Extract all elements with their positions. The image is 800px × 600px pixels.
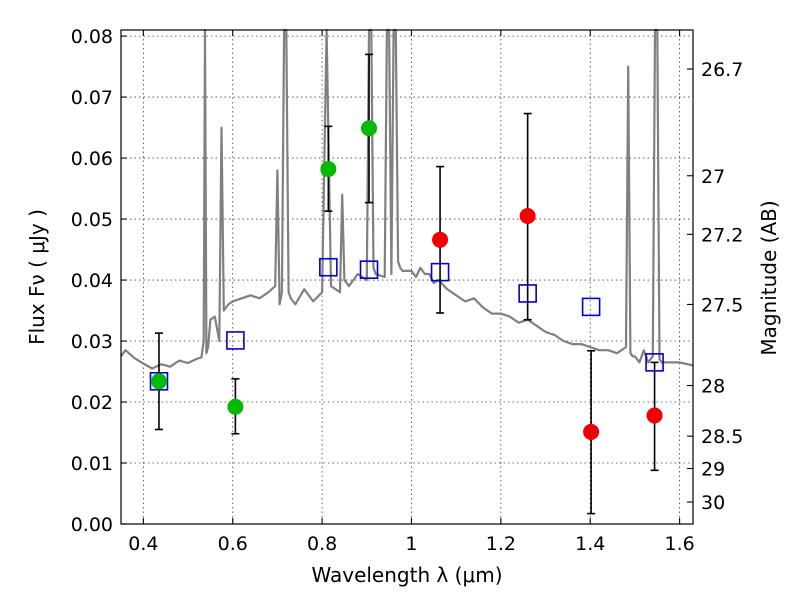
y-axis-label: Flux Fν ( μJy ) (25, 209, 49, 345)
model-point-square (226, 331, 245, 350)
red-data-point (646, 407, 663, 424)
y-tick-label: 0.01 (71, 453, 113, 475)
model-point-square (319, 257, 338, 277)
markers (149, 120, 664, 440)
x-tick-label: 1.6 (664, 533, 694, 555)
right-tick-label: 28 (701, 376, 725, 398)
x-axis-ticks: 0.4 0.6 0.8 1 1.2 1.4 1.6 (128, 30, 695, 555)
y-tick-label: 0.03 (71, 331, 113, 353)
x-tick-label: 1.4 (575, 533, 605, 555)
right-tick-label: 27.5 (701, 294, 743, 316)
y-tick-label: 0.04 (71, 270, 113, 292)
right-axis-ticks: 26.7 27 27.2 27.5 28 28.5 29 30 (687, 59, 743, 514)
green-data-point (320, 161, 337, 178)
x-tick-label: 0.6 (218, 533, 248, 555)
right-tick-label: 26.7 (701, 59, 743, 81)
model-point-square (581, 297, 601, 317)
green-data-point (227, 398, 244, 415)
x-tick-label: 0.4 (128, 533, 158, 555)
x-tick-label: 1.2 (486, 533, 516, 555)
error-bars (154, 53, 659, 515)
green-data-point (150, 373, 167, 390)
y-tick-label: 0.08 (71, 26, 113, 48)
y-tick-label: 0.05 (71, 209, 113, 231)
y-axis-ticks: 0.00 0.01 0.02 0.03 0.04 0.05 0.06 0.07 0.08 (71, 26, 127, 536)
red-data-point (432, 231, 449, 248)
y-tick-label: 0.02 (71, 392, 113, 414)
right-tick-label: 27 (701, 166, 725, 188)
y-tick-label: 0.00 (71, 514, 113, 536)
green-data-point (361, 120, 378, 137)
model-point-square (645, 353, 664, 372)
model-point-square (518, 284, 537, 303)
x-tick-label: 1 (405, 533, 417, 555)
plot-frame (120, 29, 694, 525)
model-spectrum (120, 28, 694, 370)
right-tick-label: 27.2 (701, 224, 743, 246)
red-data-point (519, 208, 536, 225)
y-tick-label: 0.06 (71, 148, 113, 170)
right-axis-label: Magnitude (AB) (757, 200, 781, 355)
y-tick-label: 0.07 (71, 87, 113, 109)
right-tick-label: 29 (701, 459, 725, 481)
model-point-square (430, 262, 450, 282)
model-point-square (149, 371, 169, 391)
spectrum-line (120, 28, 694, 370)
model-point-square (359, 260, 379, 279)
right-tick-label: 28.5 (701, 426, 743, 448)
red-data-point (583, 423, 600, 440)
x-axis-label: Wavelength λ (μm) (311, 563, 502, 587)
right-tick-label: 30 (701, 492, 725, 514)
x-tick-label: 0.8 (307, 533, 337, 555)
